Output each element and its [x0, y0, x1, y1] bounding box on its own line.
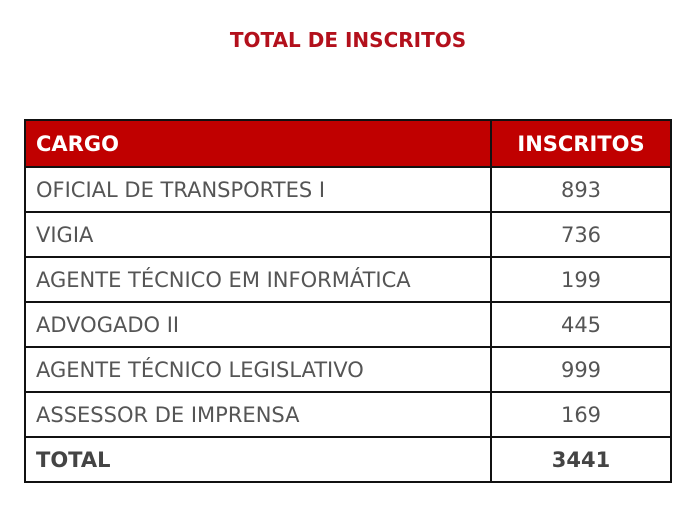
column-header-inscritos: INSCRITOS: [490, 119, 672, 168]
inscritos-cell: 445: [490, 301, 672, 348]
table-header-row: CARGO INSCRITOS: [24, 119, 672, 168]
cargo-cell: AGENTE TÉCNICO LEGISLATIVO: [24, 346, 492, 393]
cargo-cell: VIGIA: [24, 211, 492, 258]
cargo-cell: AGENTE TÉCNICO EM INFORMÁTICA: [24, 256, 492, 303]
cargo-cell: OFICIAL DE TRANSPORTES I: [24, 166, 492, 213]
inscritos-cell: 169: [490, 391, 672, 438]
inscritos-cell: 999: [490, 346, 672, 393]
table-total-row: TOTAL 3441: [24, 436, 672, 483]
cargo-cell: ADVOGADO II: [24, 301, 492, 348]
table-row: AGENTE TÉCNICO LEGISLATIVO 999: [24, 346, 672, 393]
table-row: ASSESSOR DE IMPRENSA 169: [24, 391, 672, 438]
page-title: TOTAL DE INSCRITOS: [229, 28, 467, 52]
inscritos-cell: 199: [490, 256, 672, 303]
total-value: 3441: [490, 436, 672, 483]
inscritos-table: CARGO INSCRITOS OFICIAL DE TRANSPORTES I…: [24, 119, 672, 483]
inscritos-cell: 893: [490, 166, 672, 213]
column-header-cargo: CARGO: [24, 119, 492, 168]
table-row: OFICIAL DE TRANSPORTES I 893: [24, 166, 672, 213]
table-row: AGENTE TÉCNICO EM INFORMÁTICA 199: [24, 256, 672, 303]
table-row: ADVOGADO II 445: [24, 301, 672, 348]
table-row: VIGIA 736: [24, 211, 672, 258]
cargo-cell: ASSESSOR DE IMPRENSA: [24, 391, 492, 438]
total-label: TOTAL: [24, 436, 492, 483]
inscritos-cell: 736: [490, 211, 672, 258]
